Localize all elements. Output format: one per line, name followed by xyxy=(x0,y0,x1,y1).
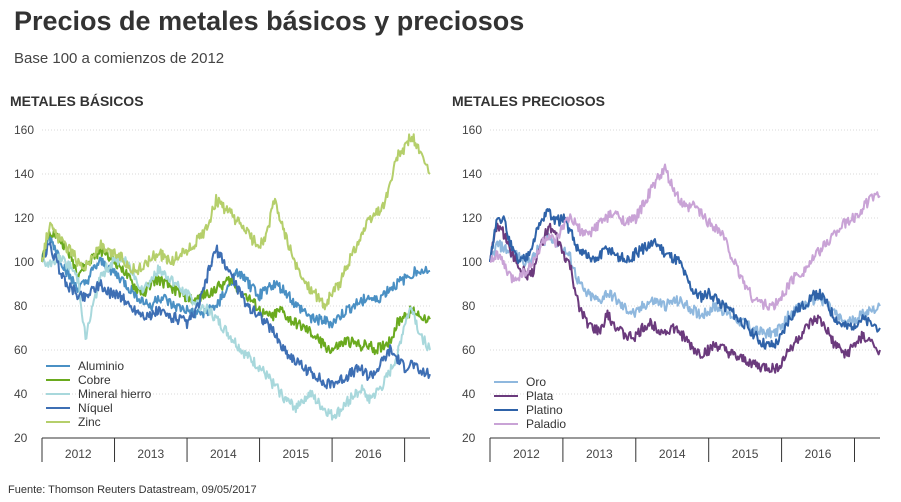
legend-label: Níquel xyxy=(78,401,113,415)
y-tick-label: 60 xyxy=(14,343,28,357)
legend-label: Oro xyxy=(526,375,546,389)
series-line-plata xyxy=(489,222,881,374)
y-tick-label: 120 xyxy=(14,211,34,225)
page-title: Precios de metales básicos y preciosos xyxy=(14,6,525,36)
y-tick-label: 160 xyxy=(14,123,34,137)
legend-label: Zinc xyxy=(78,415,101,429)
series-line-platino xyxy=(489,208,881,350)
y-tick-label: 20 xyxy=(462,431,476,445)
y-tick-label: 100 xyxy=(14,255,34,269)
legend-label: Aluminio xyxy=(78,359,124,373)
legend-label: Paladio xyxy=(526,417,566,431)
source-note: Fuente: Thomson Reuters Datastream, 09/0… xyxy=(8,484,257,496)
legend-label: Mineral hierro xyxy=(78,387,152,401)
legend-label: Cobre xyxy=(78,373,111,387)
chart-title: METALES BÁSICOS xyxy=(10,93,144,109)
x-tick-label: 2014 xyxy=(659,447,686,461)
y-tick-label: 60 xyxy=(462,343,476,357)
chart-panel-precious-metals: METALES PRECIOSOS 20 40 60 80 100 120 140 160 201… xyxy=(452,93,881,462)
series-line-zinc xyxy=(41,133,431,311)
x-tick-label: 2016 xyxy=(355,447,382,461)
series-line-paladio xyxy=(489,163,881,311)
x-tick-label: 2013 xyxy=(586,447,613,461)
y-tick-label: 80 xyxy=(14,299,28,313)
y-tick-label: 40 xyxy=(462,387,476,401)
x-tick-label: 2015 xyxy=(282,447,309,461)
x-tick-label: 2013 xyxy=(137,447,164,461)
x-tick-label: 2014 xyxy=(210,447,237,461)
x-tick-label: 2015 xyxy=(732,447,759,461)
x-tick-label: 2012 xyxy=(65,447,92,461)
x-tick-label: 2012 xyxy=(513,447,540,461)
y-tick-label: 120 xyxy=(462,211,482,225)
y-tick-label: 20 xyxy=(14,431,28,445)
series-line-níquel xyxy=(41,241,431,390)
legend-label: Plata xyxy=(526,389,554,403)
series-line-mineral-hierro xyxy=(41,253,431,421)
y-tick-label: 140 xyxy=(462,167,482,181)
chart-title: METALES PRECIOSOS xyxy=(452,93,605,109)
y-tick-label: 100 xyxy=(462,255,482,269)
y-tick-label: 160 xyxy=(462,123,482,137)
y-tick-label: 140 xyxy=(14,167,34,181)
y-tick-label: 40 xyxy=(14,387,28,401)
page-subtitle: Base 100 a comienzos de 2012 xyxy=(14,50,225,67)
chart-panel-basic-metals: METALES BÁSICOS 20 40 60 80 100 120 140 160 2012 2… xyxy=(10,93,431,462)
x-tick-label: 2016 xyxy=(805,447,832,461)
y-tick-label: 80 xyxy=(462,299,476,313)
legend-label: Platino xyxy=(526,403,563,417)
